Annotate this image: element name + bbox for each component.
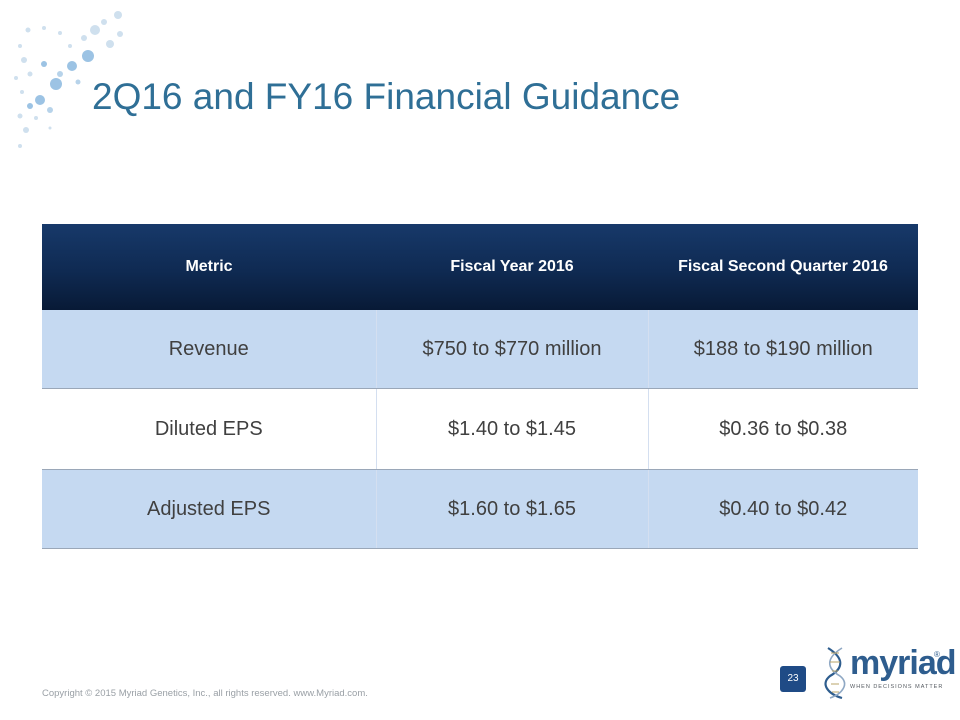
- cell-fiscal-year: $1.60 to $1.65: [376, 469, 649, 549]
- logo-registered-mark: ®: [934, 650, 940, 659]
- logo-wordmark: myriad: [850, 644, 956, 682]
- cell-second-quarter: $0.40 to $0.42: [648, 469, 918, 549]
- cell-metric: Adjusted EPS: [42, 469, 377, 549]
- page-number-badge: 23: [780, 666, 806, 692]
- logo-tagline: WHEN DECISIONS MATTER: [850, 684, 944, 690]
- cell-fiscal-year: $750 to $770 million: [376, 310, 649, 389]
- table-row: Adjusted EPS $1.60 to $1.65 $0.40 to $0.…: [42, 469, 918, 549]
- myriad-logo: myriad ® WHEN DECISIONS MATTER: [820, 642, 956, 702]
- header-metric: Metric: [42, 224, 376, 310]
- slide-title: 2Q16 and FY16 Financial Guidance: [92, 76, 681, 117]
- header-fiscal-year-2016: Fiscal Year 2016: [376, 224, 648, 310]
- table-header-row: Metric Fiscal Year 2016 Fiscal Second Qu…: [42, 224, 918, 310]
- cell-metric: Diluted EPS: [42, 388, 377, 470]
- table-row: Revenue $750 to $770 million $188 to $19…: [42, 310, 918, 389]
- cell-second-quarter: $188 to $190 million: [648, 310, 918, 389]
- table-row: Diluted EPS $1.40 to $1.45 $0.36 to $0.3…: [42, 388, 918, 470]
- cell-fiscal-year: $1.40 to $1.45: [376, 388, 649, 470]
- financial-guidance-table: Metric Fiscal Year 2016 Fiscal Second Qu…: [42, 224, 918, 549]
- decorative-dots-graphic: [14, 11, 123, 148]
- cell-second-quarter: $0.36 to $0.38: [648, 388, 918, 470]
- dna-helix-icon: [824, 647, 846, 700]
- copyright-footer: Copyright © 2015 Myriad Genetics, Inc., …: [42, 688, 368, 699]
- cell-metric: Revenue: [42, 310, 377, 389]
- header-fiscal-second-quarter-2016: Fiscal Second Quarter 2016: [648, 224, 918, 310]
